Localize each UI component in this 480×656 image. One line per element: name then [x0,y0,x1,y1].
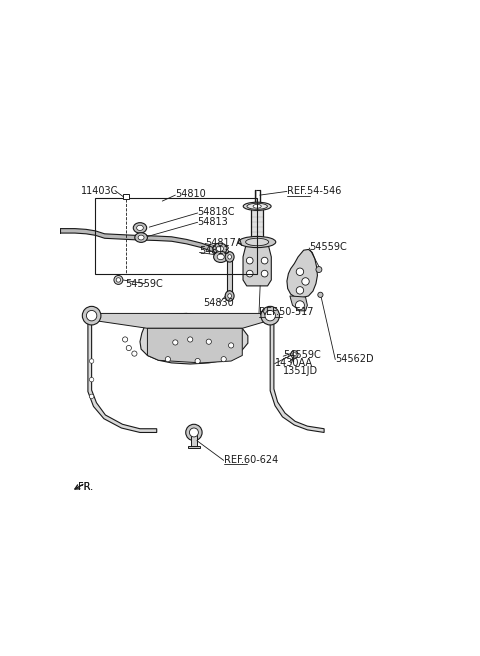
Circle shape [132,351,137,356]
Text: 1351JD: 1351JD [283,367,318,377]
Text: 1430AA: 1430AA [275,358,312,368]
Bar [123,194,129,199]
Circle shape [89,359,94,363]
Bar [191,432,197,447]
Text: 54818C: 54818C [198,207,235,217]
Circle shape [228,343,234,348]
Circle shape [114,276,123,285]
Ellipse shape [213,243,227,255]
Circle shape [190,428,198,437]
Text: 54559C: 54559C [125,279,163,289]
Circle shape [261,257,268,264]
Text: 11403C: 11403C [81,186,118,195]
Text: REF.54-546: REF.54-546 [287,186,341,195]
Polygon shape [147,328,242,363]
Circle shape [292,352,296,356]
Circle shape [83,306,101,325]
Ellipse shape [135,233,147,242]
Circle shape [122,337,128,342]
Ellipse shape [253,205,261,208]
Ellipse shape [228,255,231,259]
Circle shape [89,377,94,382]
Circle shape [290,350,298,358]
Circle shape [316,266,322,272]
Text: 54562D: 54562D [335,354,374,364]
Text: REF.50-517: REF.50-517 [259,307,313,317]
Text: 54810: 54810 [175,189,206,199]
Ellipse shape [137,225,144,230]
Circle shape [261,306,279,325]
Ellipse shape [216,246,224,251]
Ellipse shape [239,236,276,247]
Ellipse shape [225,252,234,262]
Circle shape [195,358,200,363]
Polygon shape [140,314,248,364]
Ellipse shape [225,291,234,301]
Circle shape [186,424,202,441]
Ellipse shape [246,238,269,246]
Circle shape [221,357,226,361]
Circle shape [318,292,323,297]
Ellipse shape [228,294,231,298]
Circle shape [261,270,268,277]
Ellipse shape [217,254,224,260]
Circle shape [296,268,304,276]
Bar [96,198,257,274]
Ellipse shape [138,235,144,240]
Polygon shape [270,322,324,432]
Polygon shape [92,314,270,328]
Circle shape [165,357,170,361]
Circle shape [126,346,132,350]
Polygon shape [60,228,222,255]
Circle shape [296,300,304,310]
Bar [188,446,200,448]
Text: FR.: FR. [78,482,93,492]
Bar [251,210,263,242]
Polygon shape [290,296,307,311]
Circle shape [296,287,304,294]
Circle shape [116,277,120,282]
Circle shape [89,394,94,399]
Text: FR.: FR. [78,482,93,492]
Circle shape [206,339,211,344]
Bar [227,257,232,296]
Polygon shape [88,321,156,432]
Ellipse shape [133,222,147,233]
Circle shape [173,340,178,345]
Text: 54559C: 54559C [309,242,347,252]
Text: 54817A: 54817A [205,237,242,248]
Circle shape [302,277,309,285]
Ellipse shape [243,202,271,211]
Circle shape [246,257,253,264]
Text: 54559C: 54559C [283,350,321,360]
Ellipse shape [247,203,267,209]
Circle shape [246,270,253,277]
Text: 54830: 54830 [203,298,234,308]
Text: 54813: 54813 [200,246,230,256]
Circle shape [86,310,97,321]
Ellipse shape [214,251,228,262]
Text: REF.60-624: REF.60-624 [224,455,278,464]
Polygon shape [287,249,317,298]
Text: 54813: 54813 [198,217,228,227]
Circle shape [265,310,276,321]
Circle shape [188,337,193,342]
Polygon shape [243,242,271,286]
